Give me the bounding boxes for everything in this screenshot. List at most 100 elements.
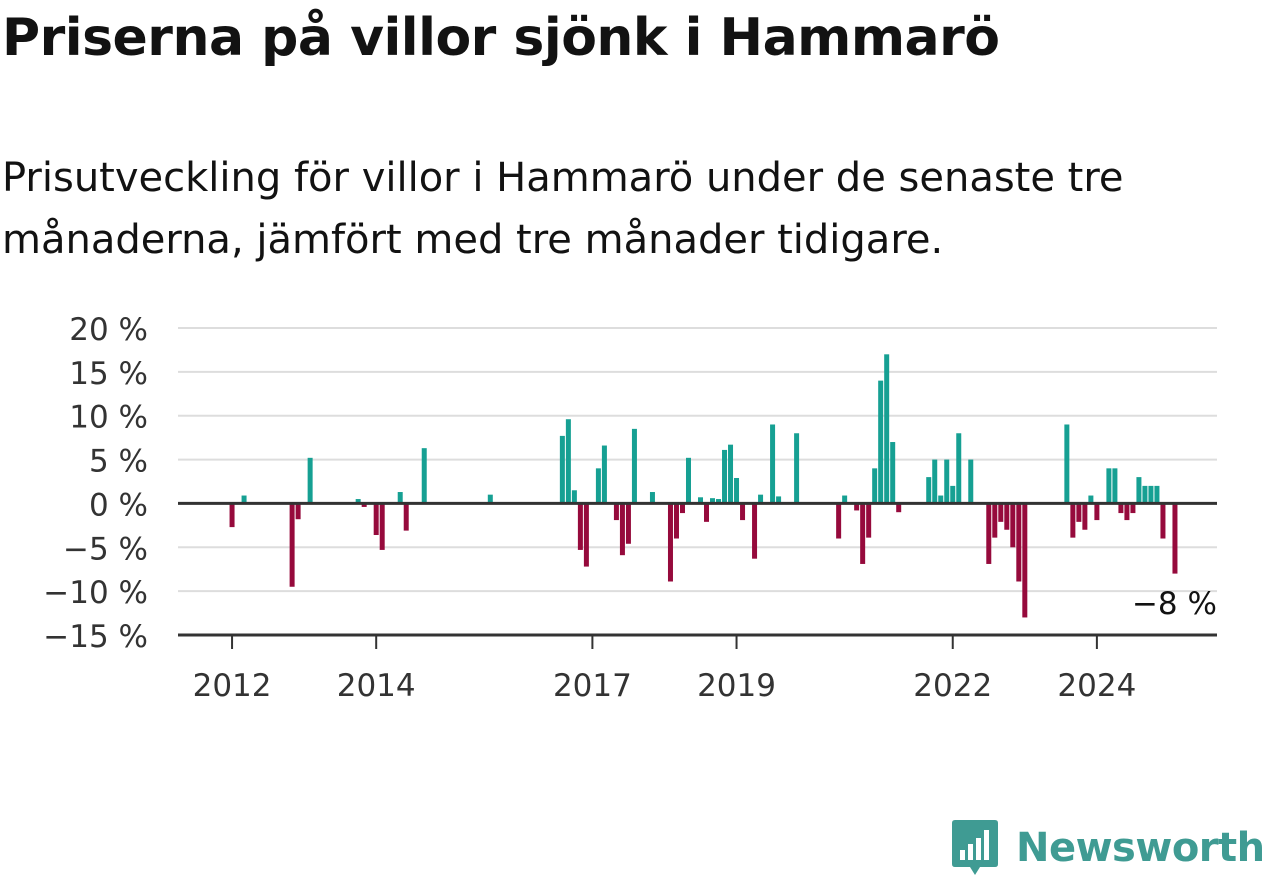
- bar: [1070, 503, 1076, 538]
- bar: [619, 503, 625, 556]
- x-tick-label: 2022: [913, 668, 992, 704]
- newsworthy-bar-chart-icon: [952, 820, 998, 875]
- bar: [295, 503, 301, 520]
- bar: [1160, 503, 1166, 539]
- bar: [241, 495, 247, 504]
- bar: [1022, 503, 1028, 618]
- bar: [1154, 485, 1160, 504]
- bar: [625, 503, 631, 544]
- bar: [379, 503, 385, 550]
- y-tick-label: 0 %: [89, 487, 148, 523]
- bar: [679, 503, 685, 514]
- bar: [1094, 503, 1100, 521]
- y-tick-label: 5 %: [89, 444, 148, 480]
- bars: [229, 354, 1178, 618]
- brand-name: Newsworthy: [1016, 825, 1262, 871]
- bar: [860, 503, 866, 564]
- y-tick-label: 15 %: [69, 356, 148, 392]
- bar: [896, 503, 902, 513]
- bar: [1088, 495, 1094, 504]
- grid-lines: [178, 327, 1217, 593]
- bar: [487, 494, 493, 504]
- bar: [776, 496, 782, 504]
- bar: [667, 503, 673, 582]
- x-tick-label: 2014: [337, 668, 416, 704]
- bar: [1118, 503, 1124, 514]
- bar: [956, 433, 962, 504]
- chart-title: Priserna på villor sjönk i Hammarö: [2, 8, 1000, 68]
- bar: [307, 457, 313, 504]
- bar: [673, 503, 679, 539]
- bar: [631, 428, 637, 504]
- bar: [1124, 503, 1130, 521]
- bar: [698, 497, 704, 504]
- bar: [986, 503, 992, 564]
- y-tick-label: −15 %: [43, 619, 148, 655]
- bar: [704, 503, 710, 522]
- bar: [710, 498, 716, 504]
- bar: [1142, 485, 1148, 504]
- bar: [403, 503, 409, 531]
- bar: [878, 380, 884, 504]
- bar: [842, 495, 848, 504]
- annotations: −8 %: [1132, 586, 1217, 622]
- bar: [890, 442, 896, 504]
- bar: [944, 459, 950, 504]
- bar: [1016, 503, 1022, 582]
- bar: [866, 503, 872, 538]
- bar: [1064, 424, 1070, 504]
- bar: [229, 503, 235, 528]
- bar: [421, 448, 427, 504]
- bar: [361, 503, 367, 507]
- bar: [794, 433, 800, 504]
- bar: [884, 354, 890, 504]
- bar: [938, 495, 944, 504]
- bar: [734, 477, 740, 504]
- bar: [289, 503, 295, 587]
- bar: [1076, 503, 1082, 522]
- chart-subtitle: Prisutveckling för villor i Hammarö unde…: [2, 155, 1124, 263]
- bar: [1172, 503, 1178, 574]
- bar: [355, 499, 361, 504]
- bar: [1130, 503, 1136, 514]
- bar: [716, 499, 722, 504]
- y-tick-label: −10 %: [43, 575, 148, 611]
- bar: [1112, 468, 1118, 504]
- bar: [1010, 503, 1016, 548]
- bar: [872, 468, 878, 504]
- bar: [397, 492, 403, 504]
- bar: [770, 424, 776, 504]
- y-tick-label: −5 %: [63, 531, 148, 567]
- bar: [836, 503, 842, 539]
- y-tick-label: 10 %: [69, 400, 148, 436]
- bar: [926, 477, 932, 504]
- bar: [740, 503, 746, 521]
- bar: [1082, 503, 1088, 530]
- bar: [1136, 477, 1142, 504]
- bar: [595, 468, 601, 504]
- bar: [1148, 485, 1154, 504]
- x-axis: 2012 2014 2017 2019 2022 2024: [178, 633, 1217, 704]
- bar: [1004, 503, 1010, 530]
- last-value-label: −8 %: [1132, 586, 1217, 622]
- x-tick-label: 2012: [193, 668, 272, 704]
- y-axis-ticks: 20 % 15 % 10 % 5 % 0 % −5 % −10 % −15 %: [43, 312, 148, 655]
- bar: [565, 419, 571, 504]
- bar: [559, 435, 565, 504]
- bar: [932, 459, 938, 504]
- bar: [992, 503, 998, 538]
- bar: [571, 490, 577, 504]
- x-tick-label: 2017: [553, 668, 632, 704]
- x-tick-label: 2019: [697, 668, 776, 704]
- bar: [752, 503, 758, 559]
- bar: [649, 492, 655, 504]
- bar: [722, 449, 728, 504]
- bar: [613, 503, 619, 521]
- bar: [583, 503, 589, 567]
- bar: [854, 503, 860, 511]
- bar: [373, 503, 379, 536]
- bar: [968, 459, 974, 504]
- bar: [728, 444, 734, 504]
- y-tick-label: 20 %: [69, 312, 148, 348]
